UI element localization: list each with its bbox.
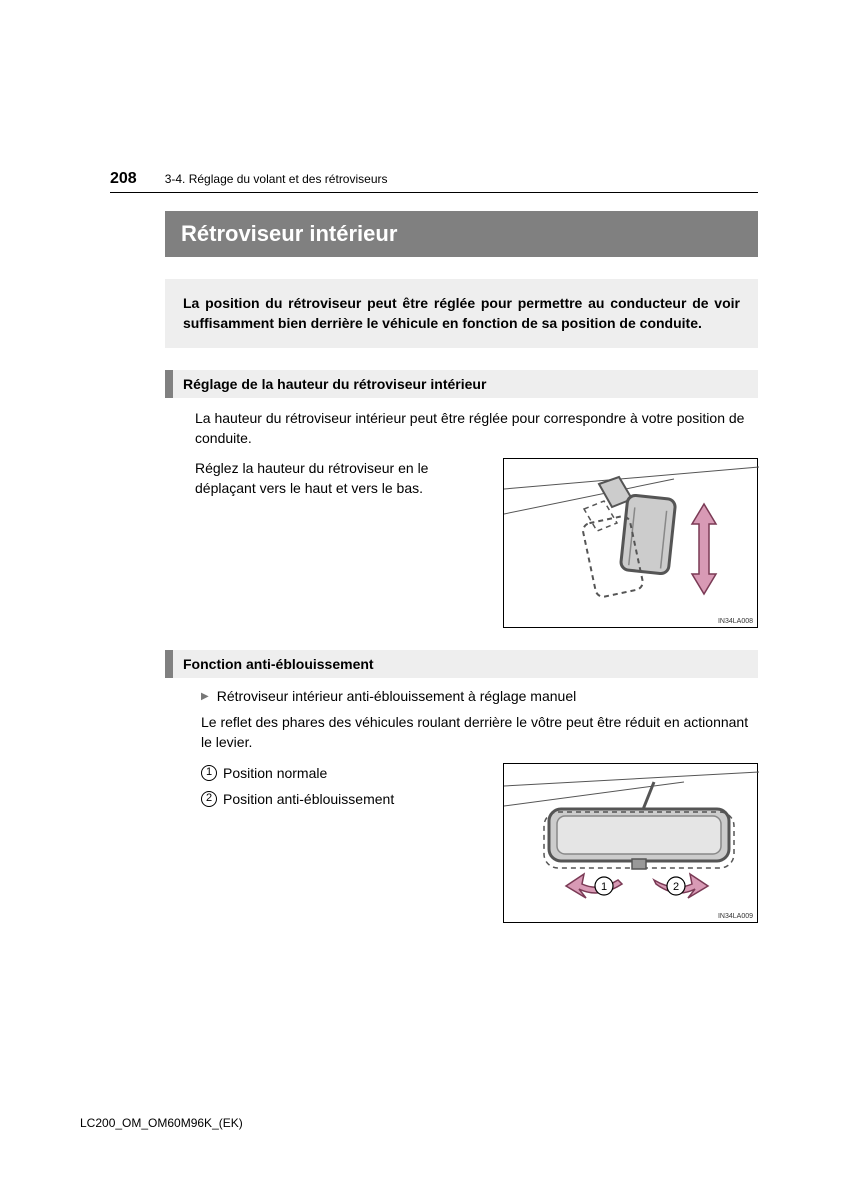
section2-bullet-text: Rétroviseur intérieur anti-éblouissement… (217, 688, 577, 704)
page-title: Rétroviseur intérieur (165, 211, 758, 257)
figure-anti-glare: 1 2 IN34LA009 (503, 763, 758, 923)
section-path: 3-4. Réglage du volant et des rétroviseu… (165, 172, 388, 186)
section1-row: Réglez la hauteur du rétroviseur en le d… (195, 458, 758, 628)
section2-row: 1 Position normale 2 Position anti-éblou… (201, 763, 758, 923)
figure2-label: IN34LA009 (718, 913, 753, 920)
anti-glare-illustration: 1 2 (504, 764, 759, 924)
section1-para2: Réglez la hauteur du rétroviseur en le d… (195, 458, 483, 499)
section2-bullet: ▶ Rétroviseur intérieur anti-éblouisseme… (201, 688, 758, 704)
circled-2-icon: 2 (201, 791, 217, 807)
section1-para1: La hauteur du rétroviseur intérieur peut… (195, 408, 758, 449)
list-item-1: 1 Position normale (201, 763, 483, 783)
footer-code: LC200_OM_OM60M96K_(EK) (80, 1116, 243, 1130)
list-item-2: 2 Position anti-éblouissement (201, 789, 483, 809)
page-header: 208 3-4. Réglage du volant et des rétrov… (110, 170, 758, 193)
page-number: 208 (110, 170, 137, 188)
intro-box: La position du rétroviseur peut être rég… (165, 279, 758, 348)
triangle-bullet-icon: ▶ (201, 691, 209, 704)
callout-1: 1 (601, 881, 607, 893)
item1-text: Position normale (223, 763, 327, 783)
figure-mirror-height: IN34LA008 (503, 458, 758, 628)
item2-text: Position anti-éblouissement (223, 789, 394, 809)
section1-heading: Réglage de la hauteur du rétroviseur int… (165, 370, 758, 398)
figure1-label: IN34LA008 (718, 618, 753, 625)
section2-heading: Fonction anti-éblouissement (165, 650, 758, 678)
mirror-height-illustration (504, 459, 759, 629)
section2-list: 1 Position normale 2 Position anti-éblou… (201, 763, 483, 816)
circled-1-icon: 1 (201, 765, 217, 781)
callout-2: 2 (673, 881, 679, 893)
manual-page: 208 3-4. Réglage du volant et des rétrov… (0, 0, 848, 923)
section2-para: Le reflet des phares des véhicules roula… (201, 712, 758, 753)
